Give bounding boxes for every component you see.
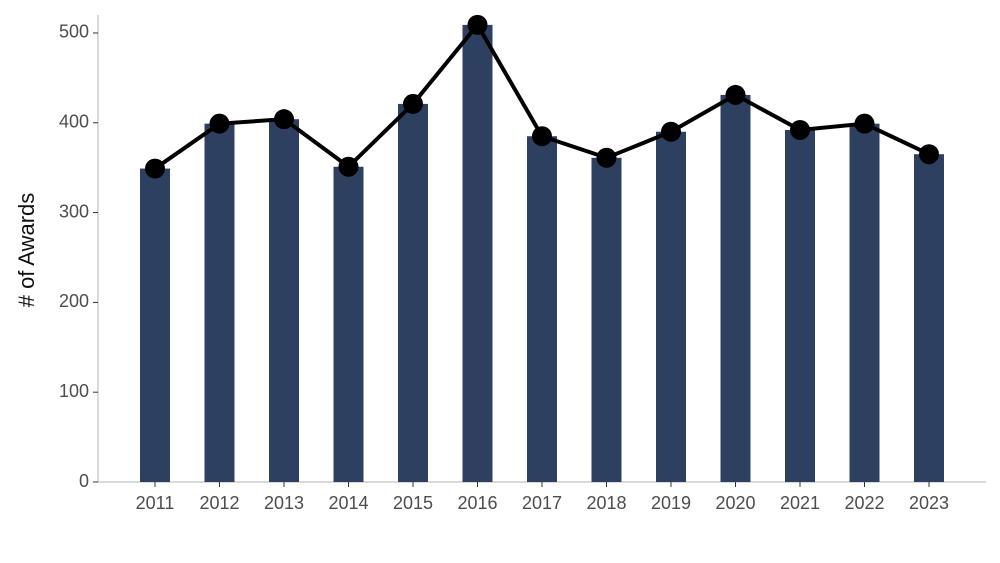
bar [591,157,622,482]
line-point [532,126,552,147]
bar [204,123,235,483]
line-point [467,14,488,35]
bar [720,94,751,483]
x-tick-label: 2014 [328,493,368,513]
bar [656,131,686,482]
x-tick-label: 2019 [651,493,691,513]
line-point [403,93,423,114]
bar [914,154,944,483]
bar [849,123,880,483]
line-point [854,113,875,134]
line-point [338,156,359,177]
x-tick-label: 2011 [136,493,175,513]
line-point [596,147,617,168]
bar [140,168,170,482]
x-tick-label: 2021 [780,493,820,513]
bar [462,24,493,482]
y-tick-label: 100 [59,381,89,401]
x-tick-label: 2020 [715,493,755,513]
line-point [661,121,681,142]
bar [269,119,299,482]
x-tick-label: 2012 [199,493,239,513]
line-point [274,109,294,130]
line-point [145,158,165,179]
bar [785,129,815,482]
line-point [725,84,746,105]
y-tick-label: 400 [59,112,89,132]
y-axis-title: # of Awards [14,193,39,308]
bar [398,103,428,483]
bar [527,136,557,482]
x-tick-label: 2017 [522,493,562,513]
line-point [790,119,810,140]
x-tick-label: 2015 [393,493,433,513]
y-tick-label: 300 [59,201,89,221]
x-tick-label: 2018 [586,493,626,513]
line-point [919,144,939,165]
line-point [209,113,230,134]
y-tick-label: 0 [79,471,89,491]
x-tick-label: 2013 [264,493,304,513]
y-tick-label: 500 [59,22,89,42]
x-tick-label: 2022 [844,493,884,513]
y-tick-label: 200 [59,291,89,311]
bar [333,166,364,482]
x-tick-label: 2023 [909,493,949,513]
x-tick-label: 2016 [457,493,497,513]
